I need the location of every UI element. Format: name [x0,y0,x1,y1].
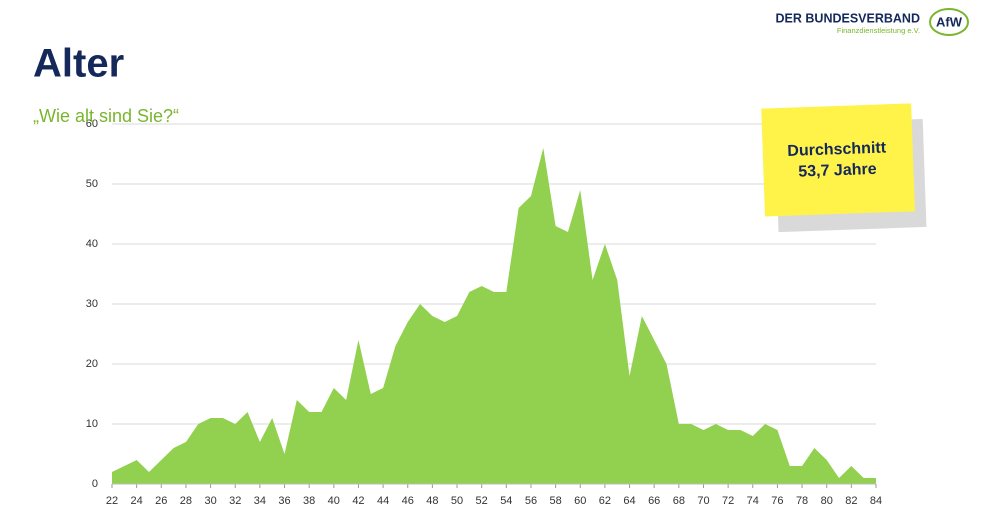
x-tick-label: 46 [402,495,414,507]
y-tick-label: 30 [86,298,98,310]
x-tick-label: 32 [229,495,241,507]
x-tick-label: 56 [525,495,537,507]
y-tick-label: 0 [92,478,98,490]
logo-ring [929,8,969,36]
x-tick-label: 84 [870,495,882,507]
x-tick-label: 50 [451,495,463,507]
x-tick-label: 34 [254,495,266,507]
note-line: 53,7 Jahre [798,161,877,181]
y-tick-label: 20 [86,358,98,370]
x-tick-label: 60 [574,495,586,507]
x-tick-label: 42 [352,495,364,507]
logo-sub: Finanzdienstleistung e.V. [837,26,920,35]
x-tick-label: 54 [500,495,512,507]
area [112,148,876,484]
y-tick-label: 50 [86,178,98,190]
x-tick-label: 52 [476,495,488,507]
x-tick-label: 80 [821,495,833,507]
x-tick-label: 48 [426,495,438,507]
x-tick-label: 28 [180,495,192,507]
logo-mark: AfW [936,14,963,29]
x-tick-label: 70 [697,495,709,507]
x-tick-label: 68 [673,495,685,507]
y-tick-label: 10 [86,418,98,430]
x-tick-label: 22 [106,495,118,507]
x-tick-label: 26 [155,495,167,507]
y-tick-label: 40 [86,238,98,250]
x-tick-label: 36 [278,495,290,507]
y-tick-label: 60 [86,118,98,130]
x-tick-label: 82 [845,495,857,507]
x-tick-label: 64 [623,495,635,507]
x-tick-label: 58 [549,495,561,507]
x-tick-label: 24 [131,495,143,507]
sticky-note: Durchschnitt 53,7 Jahre [761,103,927,233]
x-tick-label: 66 [648,495,660,507]
x-tick-label: 78 [796,495,808,507]
x-tick-label: 74 [747,495,759,507]
note-line: Durchschnitt [787,139,887,159]
x-tick-label: 38 [303,495,315,507]
x-tick-label: 30 [204,495,216,507]
x-tick-label: 40 [328,495,340,507]
x-tick-label: 72 [722,495,734,507]
plot: 0 10 20 30 40 50 60 22 24 26 28 30 32 34 36 38 40 42 44 46 4… [86,118,882,507]
x-tick-label: 76 [771,495,783,507]
x-tick-label: 44 [377,495,389,507]
subtitle: „Wie alt sind Sie?“ [33,106,179,126]
logo-name: DER BUNDESVERBAND [776,11,920,25]
note [761,103,915,217]
title: Alter [33,42,124,86]
x-tick-label: 62 [599,495,611,507]
